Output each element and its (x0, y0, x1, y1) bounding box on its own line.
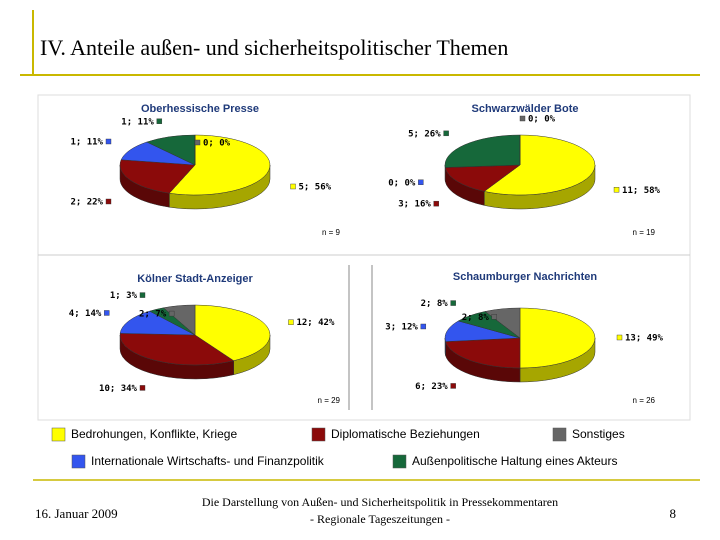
sample-note: n = 19 (633, 228, 656, 237)
label-marker (519, 115, 526, 122)
data-label: 13; 49% (625, 334, 664, 344)
data-label: 2; 8% (462, 313, 490, 323)
data-label: 1; 11% (70, 138, 103, 148)
label-marker (288, 319, 294, 325)
sample-note: n = 9 (322, 228, 341, 237)
label-marker (443, 130, 449, 137)
label-marker (105, 198, 112, 205)
pie-slice (119, 310, 196, 336)
pie-slice (168, 134, 271, 196)
label-marker (433, 200, 439, 207)
pie-slice (444, 134, 521, 168)
pie-slice (119, 333, 235, 366)
label-marker (450, 300, 456, 306)
data-label: 12; 42% (296, 318, 335, 328)
legend-label: Internationale Wirtschafts- und Finanzpo… (91, 454, 325, 468)
data-label: 2; 8% (421, 299, 449, 309)
pie-title: Schaumburger Nachrichten (453, 271, 598, 283)
pie-title: Schwarzwälder Bote (472, 103, 579, 115)
pie-title: Kölner Stadt-Anzeiger (137, 273, 253, 285)
label-marker (290, 183, 296, 190)
pie-slice (483, 134, 596, 196)
label-marker (105, 138, 112, 145)
label-marker (418, 179, 424, 185)
pie-title: Oberhessische Presse (141, 103, 259, 115)
data-label: 5; 56% (299, 182, 332, 192)
data-label: 4; 14% (69, 309, 102, 319)
sample-note: n = 29 (318, 396, 341, 405)
legend-label: Außenpolitische Haltung eines Akteurs (412, 454, 617, 468)
legend-swatch (552, 427, 567, 442)
footer-text: - Regionale Tageszeitungen - (310, 512, 450, 526)
data-label: 2; 7% (139, 310, 167, 320)
slide-title: IV. Anteile außen- und sicherheitspoliti… (40, 35, 508, 60)
data-label: 5; 26% (408, 129, 441, 139)
pie-slice (194, 304, 271, 361)
label-marker (613, 187, 620, 193)
legend-swatch (311, 427, 326, 442)
data-label: 10; 34% (99, 384, 138, 394)
data-label: 1; 3% (110, 291, 138, 301)
label-marker (104, 310, 110, 316)
legend-swatch (392, 454, 407, 469)
pie-slice (519, 307, 596, 369)
footer-text: Die Darstellung von Außen- und Sicherhei… (202, 495, 558, 509)
page-number: 8 (670, 506, 677, 521)
legend-swatch (51, 427, 66, 442)
chart-frame (37, 94, 691, 421)
data-label: 1; 11% (121, 117, 154, 127)
label-marker (168, 310, 175, 317)
legend-swatch (71, 454, 86, 469)
legend-label: Sonstiges (572, 427, 625, 441)
data-label: 11; 58% (622, 186, 661, 196)
data-label: 0; 0% (528, 115, 556, 125)
sample-note: n = 26 (633, 396, 656, 405)
pie-slice (444, 164, 521, 192)
data-label: 2; 22% (70, 198, 103, 208)
label-marker (139, 292, 146, 298)
label-marker (156, 118, 163, 124)
label-marker (491, 314, 497, 320)
label-marker (139, 385, 146, 391)
data-label: 0; 0% (203, 139, 231, 149)
pie-slice (119, 159, 196, 194)
label-marker (616, 334, 623, 341)
data-label: 3; 16% (398, 200, 431, 210)
legend-label: Diplomatische Beziehungen (331, 427, 480, 441)
label-marker (450, 383, 456, 389)
label-marker (420, 323, 427, 330)
data-label: 0; 0% (388, 178, 416, 188)
data-label: 3; 12% (385, 322, 418, 332)
date: 16. Januar 2009 (35, 506, 118, 521)
data-label: 6; 23% (415, 382, 448, 392)
pie-slice (445, 337, 521, 369)
label-marker (194, 139, 201, 146)
legend-label: Bedrohungen, Konflikte, Kriege (71, 427, 237, 441)
